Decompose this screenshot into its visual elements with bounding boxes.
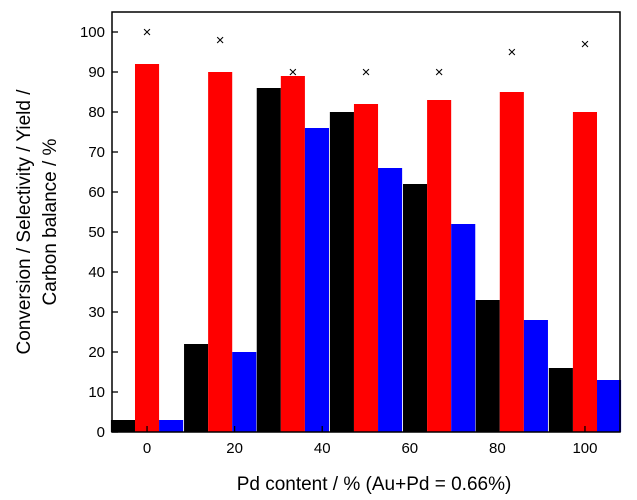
- bar-series-2-point-6: [499, 92, 524, 432]
- bar-series-2-point-2: [208, 72, 233, 432]
- ticks-layer: 0 20 40 60 80 100 0 10 20 30 40 50 60 70 80 90 100: [80, 24, 598, 457]
- y-tick-label-10: 90: [88, 64, 105, 81]
- cross-marker-5: ×: [435, 64, 444, 81]
- x-tick-label-2: 20: [226, 440, 243, 457]
- y-axis-title-line-2: Carbon balance / %: [40, 138, 61, 305]
- y-tick-label-7: 60: [88, 184, 105, 201]
- x-tick-label-6: 100: [572, 440, 597, 457]
- bar-series-3-point-6: [523, 320, 548, 432]
- x-axis-title: Pd content / % (Au+Pd = 0.66%): [237, 474, 512, 495]
- y-tick-label-4: 30: [88, 304, 105, 321]
- y-tick-label-6: 50: [88, 224, 105, 241]
- bar-series-3-point-1: [159, 420, 184, 432]
- cross-marker-6: ×: [507, 44, 516, 61]
- cross-marker-3: ×: [288, 64, 297, 81]
- bar-series-2-point-5: [427, 100, 452, 432]
- x-tick-label-1: 0: [143, 440, 151, 457]
- bar-series-1-point-6: [475, 300, 500, 432]
- cross-marker-4: ×: [362, 64, 371, 81]
- y-tick-label-3: 20: [88, 344, 105, 361]
- bars-layer: [110, 64, 622, 432]
- bar-series-1-point-7: [548, 368, 573, 432]
- bar-series-2-point-3: [280, 76, 305, 432]
- y-tick-label-5: 40: [88, 264, 105, 281]
- y-tick-label-9: 80: [88, 104, 105, 121]
- bar-series-2-point-4: [353, 104, 379, 432]
- cross-marker-2: ×: [216, 32, 225, 49]
- markers-layer: × × × × × × ×: [143, 24, 590, 81]
- x-tick-label-5: 80: [489, 440, 506, 457]
- bar-series-1-point-3: [256, 88, 281, 432]
- bar-series-1-point-1: [110, 420, 135, 432]
- bar-series-3-point-3: [304, 128, 329, 432]
- y-axis-title-line-1: Conversion / Selectivity / Yield /: [14, 89, 35, 355]
- bar-series-3-point-7: [597, 380, 622, 432]
- plot-frame: [111, 11, 621, 433]
- bar-series-1-point-2: [184, 344, 209, 432]
- bar-series-2-point-1: [134, 64, 160, 432]
- x-tick-label-3: 40: [314, 440, 331, 457]
- bar-series-3-point-2: [232, 352, 257, 432]
- bar-series-1-point-5: [403, 184, 428, 432]
- bar-series-3-point-4: [378, 168, 403, 432]
- bar-series-3-point-5: [451, 224, 476, 432]
- bar-series-1-point-4: [329, 112, 354, 432]
- x-tick-label-4: 60: [401, 440, 418, 457]
- y-tick-label-8: 70: [88, 144, 105, 161]
- y-tick-label-2: 10: [88, 384, 105, 401]
- cross-marker-7: ×: [581, 36, 590, 53]
- y-tick-label-1: 0: [97, 424, 105, 441]
- cross-marker-1: ×: [143, 24, 152, 41]
- bar-series-2-point-7: [572, 112, 598, 432]
- y-tick-label-11: 100: [80, 24, 105, 41]
- y-axis-title: Conversion / Selectivity / Yield / Carbo…: [14, 89, 61, 355]
